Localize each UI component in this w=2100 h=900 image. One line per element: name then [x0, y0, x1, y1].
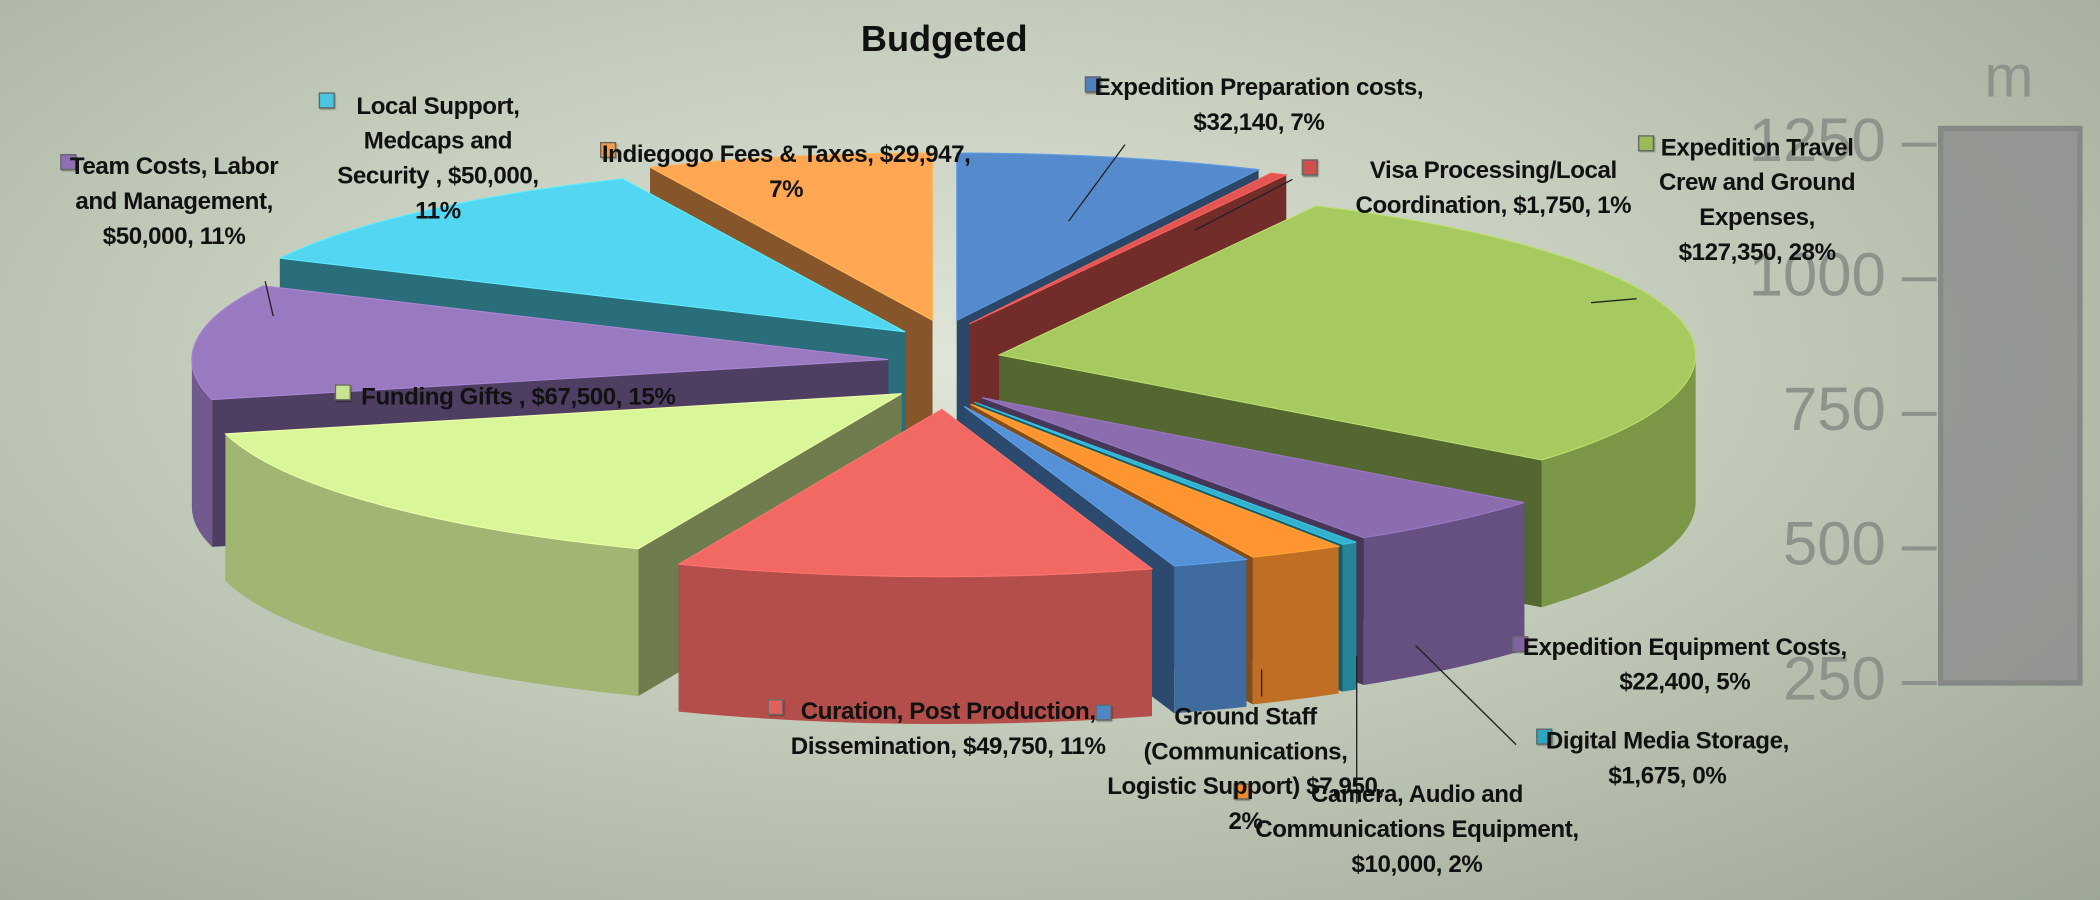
slice-top — [997, 205, 1697, 461]
legend-key — [1084, 76, 1101, 93]
leader-line — [1194, 178, 1293, 231]
data-label: Visa Processing/Local Coordination, $1,7… — [1355, 156, 1632, 219]
slice-outer-wall — [1252, 546, 1339, 705]
slice-top — [191, 285, 889, 401]
leader-line — [1591, 297, 1637, 304]
data-label: Digital Media Storage, $1,675, 0% — [1545, 727, 1789, 789]
data-label: Curation, Post Production, Dissemination… — [790, 697, 1106, 760]
slice-outer-wall — [678, 564, 1152, 724]
legend-key — [318, 92, 335, 109]
legend-key — [334, 384, 351, 401]
y-tick-label: 500 — [1783, 510, 1886, 579]
slice-top — [963, 405, 1249, 567]
legend-key — [1536, 728, 1553, 745]
legend-key — [767, 699, 784, 716]
data-label: Expedition Travel Crew and Ground Expens… — [1659, 133, 1856, 266]
slice-top — [968, 172, 1289, 325]
background-axis: 1250 1000 750 500 250 m — [1749, 44, 2083, 713]
slice-outer-wall — [1363, 502, 1525, 685]
bar — [1937, 125, 2083, 686]
legend-key — [1233, 783, 1250, 800]
data-label: Ground Staff (Communications, Logistic S… — [1107, 703, 1384, 835]
slice-top — [981, 397, 1525, 539]
legend-key — [1637, 135, 1655, 152]
y-tick-label: 750 — [1783, 375, 1886, 444]
slice-top — [224, 393, 902, 550]
slice-outer-wall — [225, 433, 639, 697]
y-tick-label: 1000 — [1749, 241, 1886, 310]
slice-outer-wall — [1342, 542, 1357, 692]
leader-line — [264, 281, 274, 317]
slice-top — [677, 408, 1154, 578]
data-label: Expedition Preparation costs, $32,140, 7… — [1094, 73, 1424, 136]
y-axis-label: m — [1984, 44, 2033, 109]
legend-key — [1095, 704, 1112, 721]
slice-outer-wall — [191, 359, 213, 547]
slice-top — [277, 178, 906, 333]
y-tick-label: 1250 — [1749, 106, 1886, 175]
slice — [677, 408, 1154, 724]
leader-line — [1068, 144, 1126, 222]
chart-title: Budgeted — [860, 18, 1028, 59]
data-label: Team Costs, Labor and Management, $50,00… — [69, 152, 279, 250]
legend-key — [600, 141, 617, 159]
slice-outer-wall — [1541, 354, 1696, 608]
legend-key — [1512, 636, 1529, 653]
slice-top — [970, 403, 1341, 558]
data-label: Camera, Audio and Communications Equipme… — [1255, 780, 1579, 878]
data-label: Indiegogo Fees & Taxes, $29,947, 7% — [601, 140, 971, 203]
y-tick-label: 250 — [1783, 644, 1886, 713]
pie — [191, 152, 1697, 724]
slice-top — [974, 401, 1359, 545]
data-label: Local Support, Medcaps and Security , $5… — [337, 92, 539, 224]
data-label: Expedition Equipment Costs, $22,400, 5% — [1522, 633, 1847, 696]
slice-top — [956, 152, 1261, 322]
slice-outer-wall — [1174, 559, 1247, 714]
leader-lines — [264, 144, 1637, 804]
legend-key — [1301, 159, 1318, 176]
slice-top — [648, 152, 934, 322]
leader-line — [1415, 645, 1517, 746]
legend-key — [60, 154, 77, 171]
data-label: Funding Gifts , $67,500, 15% — [361, 383, 676, 410]
